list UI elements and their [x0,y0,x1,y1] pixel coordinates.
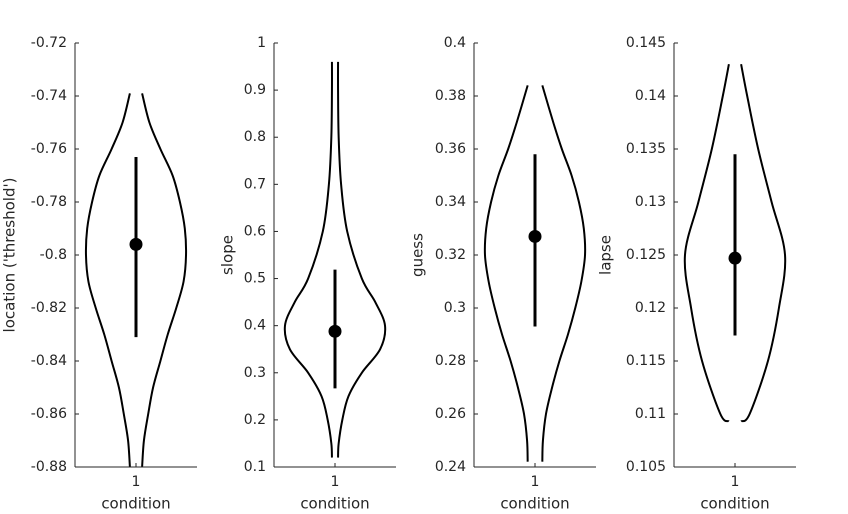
subplot: -0.88 -0.86 -0.84 -0.82 -0.8 -0.78 -0.76 -0.74 -… [1,35,197,513]
y-tick-label: 0.12 [635,300,666,316]
y-tick-label: -0.76 [31,141,67,157]
y-tick-label: 0.36 [435,141,466,157]
y-tick-label: 0.28 [435,353,466,369]
y-tick-label: 0.38 [435,88,466,104]
y-tick-label: 0.4 [444,35,466,51]
center-point [528,229,542,243]
plot-area [84,93,188,467]
subplot: 0.1 0.2 0.3 0.4 0.5 0.6 0.7 0.8 0.9 1 1 condition sl… [219,35,396,513]
violin-outline [283,61,333,458]
y-tick-label: 0.135 [626,141,666,157]
y-tick-label: 0.14 [635,88,666,104]
plot-area [483,85,587,462]
y-tick-label: -0.88 [31,459,67,475]
subplot: 0.105 0.11 0.115 0.12 0.125 0.13 0.135 0.14 0.14… [597,35,796,513]
y-tick-label: -0.8 [40,247,67,263]
y-tick-label: 0.7 [244,176,266,192]
violin-outline [483,85,529,462]
center-point [728,251,742,265]
x-axis-label: condition [500,495,569,513]
x-axis-label: condition [300,495,369,513]
y-tick-label: 0.3 [244,365,266,381]
x-tick-label: 1 [731,474,740,490]
x-tick-label: 1 [531,474,540,490]
y-tick-label: -0.72 [31,35,67,51]
y-tick-label: 1 [257,35,266,51]
y-axis-label: lapse [597,235,615,275]
y-tick-label: 0.13 [635,194,666,210]
y-tick-label: 0.11 [635,406,666,422]
y-tick-label: 0.32 [435,247,466,263]
y-tick-label: -0.82 [31,300,67,316]
center-point [328,324,342,338]
subplot: 0.24 0.26 0.28 0.3 0.32 0.34 0.36 0.38 0.4 1 condi… [409,35,596,513]
y-axis-label: guess [409,233,427,277]
y-tick-label: 0.3 [444,300,466,316]
violin-outline [683,64,730,423]
plot-area [283,61,387,458]
y-tick-label: 0.1 [244,459,266,475]
y-tick-label: 0.4 [244,318,266,334]
violin-outline [84,93,131,467]
y-tick-label: 0.2 [244,412,266,428]
violin-outline [541,85,587,462]
y-tick-label: 0.26 [435,406,466,422]
y-tick-label: 0.115 [626,353,666,369]
center-point [129,237,143,251]
x-tick-label: 1 [331,474,340,490]
y-tick-label: 0.5 [244,271,266,287]
violin-outline [141,93,188,467]
y-tick-label: 0.6 [244,223,266,239]
y-tick-label: -0.74 [31,88,67,104]
y-axis-label: location ('threshold') [1,178,19,333]
y-tick-label: -0.84 [31,353,67,369]
violin-outline [740,64,787,423]
y-tick-label: 0.145 [626,35,666,51]
y-tick-label: 0.34 [435,194,466,210]
x-tick-label: 1 [132,474,141,490]
y-tick-label: 0.9 [244,82,266,98]
violin-outline [337,61,387,458]
y-axis-label: slope [219,235,237,275]
y-tick-label: -0.86 [31,406,67,422]
y-tick-label: 0.24 [435,459,466,475]
plot-area [683,64,787,423]
x-axis-label: condition [101,495,170,513]
y-tick-label: 0.8 [244,129,266,145]
y-tick-label: 0.105 [626,459,666,475]
y-tick-label: -0.78 [31,194,67,210]
x-axis-label: condition [700,495,769,513]
y-tick-label: 0.125 [626,247,666,263]
